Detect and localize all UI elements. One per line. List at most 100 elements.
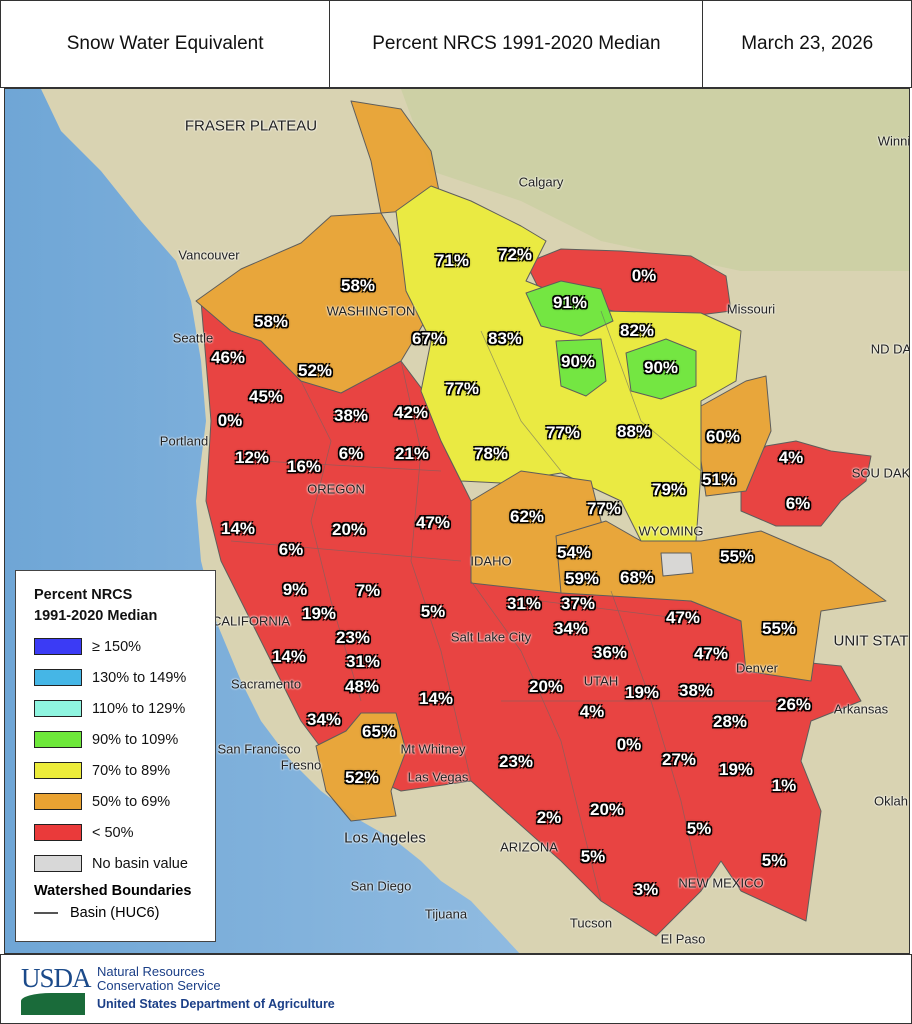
basin-value-label[interactable]: 2%: [536, 808, 562, 827]
basin-value-label[interactable]: 7%: [355, 581, 381, 600]
map-date: March 23, 2026: [741, 33, 874, 54]
basin-value-label[interactable]: 83%: [487, 329, 523, 348]
basin-value-label[interactable]: 78%: [473, 444, 509, 463]
place-label: Mt Whitney: [400, 741, 466, 757]
basin-value-label[interactable]: 55%: [761, 619, 797, 638]
basin-value-label[interactable]: 5%: [686, 819, 712, 838]
legend-swatch: [34, 762, 82, 779]
agency-line-2: Conservation Service: [97, 978, 221, 993]
place-label: OREGON: [307, 481, 365, 497]
basin-value-label[interactable]: 90%: [643, 358, 679, 377]
basin-value-label[interactable]: 19%: [624, 683, 660, 702]
basin-value-label[interactable]: 0%: [217, 411, 243, 430]
basin-value-label[interactable]: 37%: [560, 594, 596, 613]
basin-value-label[interactable]: 4%: [579, 702, 605, 721]
place-label: San Francisco: [217, 741, 301, 757]
basin-value-label[interactable]: 52%: [344, 768, 380, 787]
basin-value-label[interactable]: 77%: [444, 379, 480, 398]
basin-value-label[interactable]: 14%: [418, 689, 454, 708]
basin-value-label[interactable]: 72%: [497, 245, 533, 264]
basin-value-label[interactable]: 34%: [553, 619, 589, 638]
usda-logo-field: [21, 993, 85, 1015]
basin-value-label[interactable]: 52%: [297, 361, 333, 380]
basin-value-label[interactable]: 42%: [393, 403, 429, 422]
place-label: WASHINGTON: [326, 303, 416, 319]
basin-value-label[interactable]: 14%: [271, 647, 307, 666]
legend-item: 50% to 69%: [34, 786, 215, 817]
basin-value-label[interactable]: 65%: [361, 722, 397, 741]
basin-value-label[interactable]: 0%: [631, 266, 657, 285]
basin-value-label[interactable]: 51%: [701, 470, 737, 489]
basin-value-label[interactable]: 38%: [333, 406, 369, 425]
legend-title-2: 1991-2020 Median: [34, 608, 158, 624]
basin-value-label[interactable]: 54%: [556, 543, 592, 562]
basin-value-label[interactable]: 14%: [220, 519, 256, 538]
basin-value-label[interactable]: 21%: [394, 444, 430, 463]
basin-value-label[interactable]: 47%: [693, 644, 729, 663]
basin-value-label[interactable]: 31%: [345, 652, 381, 671]
basin-value-label[interactable]: 20%: [528, 677, 564, 696]
basin-value-label[interactable]: 38%: [678, 681, 714, 700]
legend-swatch: [34, 700, 82, 717]
place-label: Tucson: [569, 915, 613, 931]
basin-value-label[interactable]: 5%: [761, 851, 787, 870]
basin-value-label[interactable]: 48%: [344, 677, 380, 696]
place-label: Salt Lake City: [450, 629, 532, 645]
basin-value-label[interactable]: 5%: [420, 602, 446, 621]
place-label: UNIT STAT: [833, 632, 909, 650]
basin-value-label[interactable]: 19%: [301, 604, 337, 623]
basin-value-label[interactable]: 34%: [306, 710, 342, 729]
basin-value-label[interactable]: 77%: [545, 423, 581, 442]
legend-item: No basin value: [34, 848, 215, 879]
legend-label: No basin value: [92, 855, 188, 872]
basin-value-label[interactable]: 16%: [286, 457, 322, 476]
basin-value-label[interactable]: 55%: [719, 547, 755, 566]
basin-value-label[interactable]: 5%: [580, 847, 606, 866]
basin-value-label[interactable]: 20%: [331, 520, 367, 539]
basin-value-label[interactable]: 26%: [776, 695, 812, 714]
basin-value-label[interactable]: 46%: [210, 348, 246, 367]
basin-line-icon: [34, 912, 58, 914]
basin-value-label[interactable]: 45%: [248, 387, 284, 406]
basin-value-label[interactable]: 6%: [785, 494, 811, 513]
basin-value-label[interactable]: 58%: [340, 276, 376, 295]
basin-value-label[interactable]: 3%: [633, 880, 659, 899]
basin-value-label[interactable]: 68%: [619, 568, 655, 587]
basin-value-label[interactable]: 71%: [434, 251, 470, 270]
basin-value-label[interactable]: 0%: [616, 735, 642, 754]
basin-value-label[interactable]: 31%: [506, 594, 542, 613]
basin-value-label[interactable]: 67%: [411, 329, 447, 348]
basin-value-label[interactable]: 82%: [619, 321, 655, 340]
basin-value-label[interactable]: 91%: [552, 293, 588, 312]
map-subtitle: Percent NRCS 1991-2020 Median: [330, 1, 704, 87]
legend-swatch: [34, 731, 82, 748]
basin-value-label[interactable]: 47%: [665, 608, 701, 627]
basin-boundaries: [230, 310, 801, 902]
place-label: CALIFORNIA: [211, 613, 291, 629]
basin-value-label[interactable]: 4%: [778, 448, 804, 467]
basin-value-label[interactable]: 79%: [651, 480, 687, 499]
basin-value-label[interactable]: 12%: [234, 448, 270, 467]
place-label: NEW MEXICO: [678, 875, 764, 891]
basin-region-green-90a: [555, 338, 607, 397]
basin-value-label[interactable]: 9%: [282, 580, 308, 599]
basin-value-label[interactable]: 62%: [509, 507, 545, 526]
basin-value-label[interactable]: 59%: [564, 569, 600, 588]
basin-value-label[interactable]: 27%: [661, 750, 697, 769]
basin-value-label[interactable]: 20%: [589, 800, 625, 819]
basin-value-label[interactable]: 1%: [771, 776, 797, 795]
basin-value-label[interactable]: 90%: [560, 352, 596, 371]
basin-value-label[interactable]: 19%: [718, 760, 754, 779]
basin-value-label[interactable]: 36%: [592, 643, 628, 662]
basin-value-label[interactable]: 77%: [586, 499, 622, 518]
basin-value-label[interactable]: 28%: [712, 712, 748, 731]
legend-title-1: Percent NRCS: [34, 587, 133, 603]
basin-value-label[interactable]: 58%: [253, 312, 289, 331]
basin-value-label[interactable]: 88%: [616, 422, 652, 441]
basin-value-label[interactable]: 23%: [335, 628, 371, 647]
basin-value-label[interactable]: 6%: [278, 540, 304, 559]
basin-value-label[interactable]: 47%: [415, 513, 451, 532]
basin-value-label[interactable]: 60%: [705, 427, 741, 446]
basin-value-label[interactable]: 23%: [498, 752, 534, 771]
basin-value-label[interactable]: 6%: [338, 444, 364, 463]
